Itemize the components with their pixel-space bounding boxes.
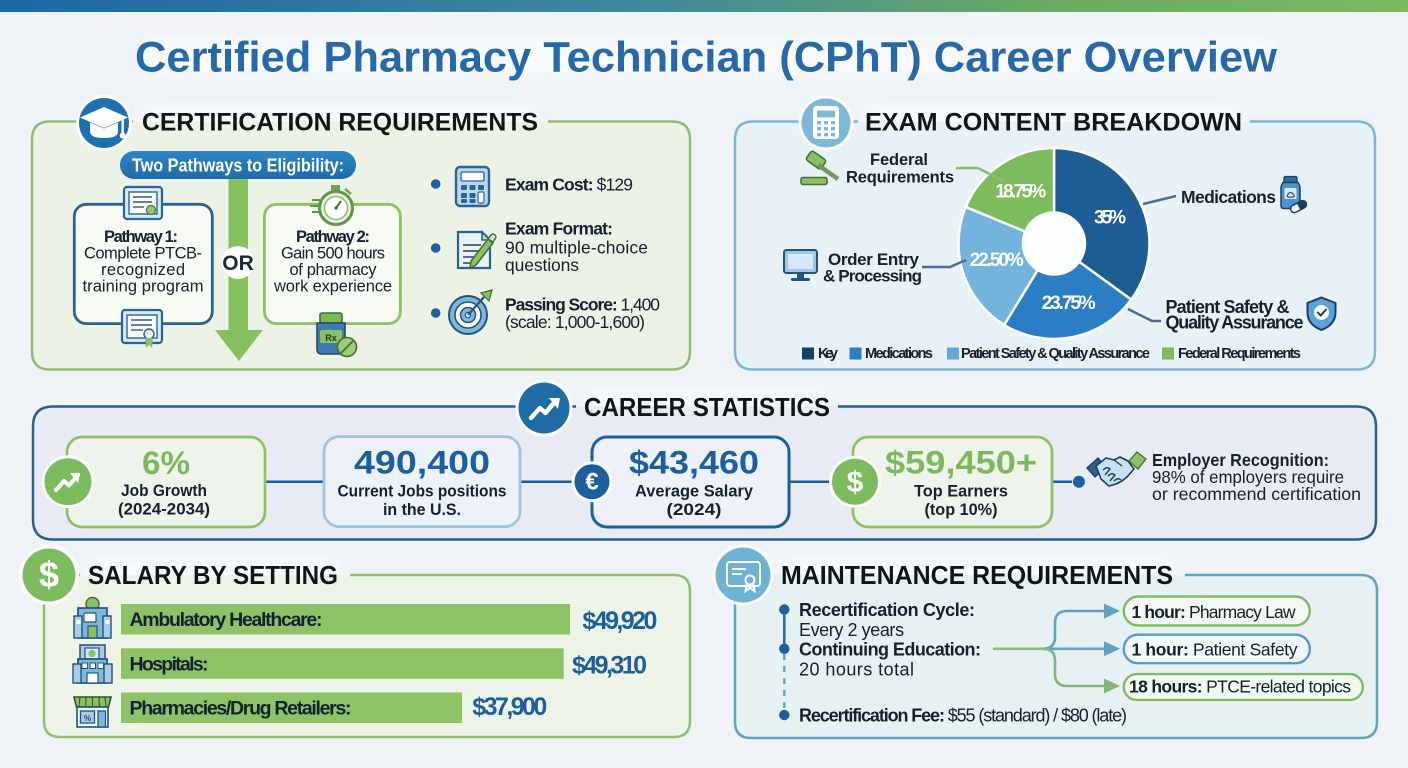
svg-text:Current Jobs positions: Current Jobs positions — [338, 482, 507, 501]
svg-text:SALARY BY SETTING: SALARY BY SETTING — [88, 560, 338, 590]
svg-text:Two Pathways to Eligibility:: Two Pathways to Eligibility: — [132, 156, 344, 176]
svg-text:1 hour: Pharmacy Law: 1 hour: Pharmacy Law — [1132, 602, 1296, 622]
svg-text:Average Salary: Average Salary — [635, 482, 754, 501]
svg-text:90 multiple-choice: 90 multiple-choice — [505, 237, 648, 257]
svg-text:1 hour: Patient Safety: 1 hour: Patient Safety — [1132, 640, 1298, 660]
svg-text:18.75%: 18.75% — [995, 182, 1046, 203]
svg-text:Order Entry: Order Entry — [828, 250, 920, 269]
svg-text:Passing Score: 1,400: Passing Score: 1,400 — [505, 295, 660, 315]
svg-text:Job Growth: Job Growth — [121, 481, 207, 500]
svg-text:Medications: Medications — [865, 346, 933, 362]
svg-text:%: % — [84, 713, 92, 723]
svg-text:Continuing Education:: Continuing Education: — [799, 640, 981, 660]
svg-text:recognized: recognized — [101, 261, 185, 279]
svg-text:Federal: Federal — [870, 151, 928, 169]
svg-text:Complete PTCB-: Complete PTCB- — [84, 245, 202, 263]
svg-text:(2024): (2024) — [667, 500, 722, 519]
svg-text:(scale: 1,000-1,600): (scale: 1,000-1,600) — [505, 312, 645, 332]
svg-text:Key: Key — [818, 346, 838, 362]
svg-text:$37,900: $37,900 — [472, 693, 547, 721]
svg-text:Medications: Medications — [1181, 187, 1276, 207]
svg-text:18 hours: PTCE-related topics: 18 hours: PTCE-related topics — [1129, 677, 1351, 697]
svg-text:Exam Cost: $129: Exam Cost: $129 — [505, 175, 633, 195]
svg-text:23.75%: 23.75% — [1042, 293, 1096, 314]
svg-text:Exam Format:: Exam Format: — [505, 219, 613, 239]
svg-text:35%: 35% — [1094, 208, 1126, 229]
svg-text:Hospitals:: Hospitals: — [130, 654, 209, 676]
svg-text:Pathway 1:: Pathway 1: — [104, 228, 178, 246]
svg-text:MAINTENANCE REQUIREMENTS: MAINTENANCE REQUIREMENTS — [781, 560, 1173, 590]
svg-text:of pharmacy: of pharmacy — [290, 261, 378, 279]
svg-text:$: $ — [39, 554, 59, 595]
svg-text:Recertification Fee: $55 (stan: Recertification Fee: $55 (standard) / $8… — [799, 706, 1127, 726]
svg-text:22.50%: 22.50% — [970, 250, 1024, 271]
svg-text:€: € — [585, 469, 598, 496]
svg-text:6%: 6% — [142, 445, 190, 481]
svg-text:98% of employers require: 98% of employers require — [1152, 467, 1344, 487]
svg-text:Top Earners: Top Earners — [914, 482, 1008, 501]
svg-text:Rx: Rx — [325, 333, 337, 343]
svg-text:$: $ — [847, 466, 864, 499]
svg-text:EXAM CONTENT BREAKDOWN: EXAM CONTENT BREAKDOWN — [865, 109, 1242, 137]
svg-text:in the U.S.: in the U.S. — [383, 500, 461, 519]
svg-text:Recertification Cycle:: Recertification Cycle: — [799, 600, 975, 620]
svg-text:Quality Assurance: Quality Assurance — [1166, 313, 1304, 333]
svg-text:490,400: 490,400 — [354, 445, 490, 481]
svg-text:training program: training program — [83, 278, 204, 296]
svg-text:Pathway 2:: Pathway 2: — [296, 228, 370, 246]
svg-text:Requirements: Requirements — [846, 169, 954, 187]
svg-text:Gain 500 hours: Gain 500 hours — [281, 245, 385, 263]
svg-text:questions: questions — [505, 255, 579, 275]
svg-text:Ambulatory Healthcare:: Ambulatory Healthcare: — [130, 609, 323, 631]
svg-text:Pharmacies/Drug Retailers:: Pharmacies/Drug Retailers: — [130, 698, 352, 720]
svg-text:$49,920: $49,920 — [582, 607, 657, 635]
svg-text:(top 10%): (top 10%) — [925, 500, 998, 519]
svg-text:Employer Recognition:: Employer Recognition: — [1152, 450, 1329, 470]
svg-text:Certified Pharmacy Technician: Certified Pharmacy Technician (CPhT) Car… — [135, 34, 1278, 82]
svg-text:$43,460: $43,460 — [629, 445, 759, 481]
svg-text:CAREER STATISTICS: CAREER STATISTICS — [584, 392, 830, 422]
svg-text:work experience: work experience — [273, 278, 392, 296]
svg-text:or recommend certification: or recommend certification — [1152, 484, 1361, 504]
svg-text:Federal Requirements: Federal Requirements — [1178, 346, 1301, 362]
svg-text:Every 2 years: Every 2 years — [799, 620, 904, 640]
svg-text:20 hours total: 20 hours total — [799, 660, 914, 680]
svg-text:Patient Safety &: Patient Safety & — [1166, 297, 1290, 317]
svg-text:CERTIFICATION REQUIREMENTS: CERTIFICATION REQUIREMENTS — [142, 109, 538, 137]
svg-text:(2024-2034): (2024-2034) — [118, 500, 210, 519]
svg-text:$49,310: $49,310 — [572, 652, 647, 680]
svg-text:OR: OR — [222, 252, 254, 275]
svg-text:& Processing: & Processing — [823, 267, 922, 286]
svg-text:Patient Safety & Quality Assur: Patient Safety & Quality Assurance — [961, 346, 1150, 362]
svg-text:$59,450+: $59,450+ — [885, 445, 1037, 481]
